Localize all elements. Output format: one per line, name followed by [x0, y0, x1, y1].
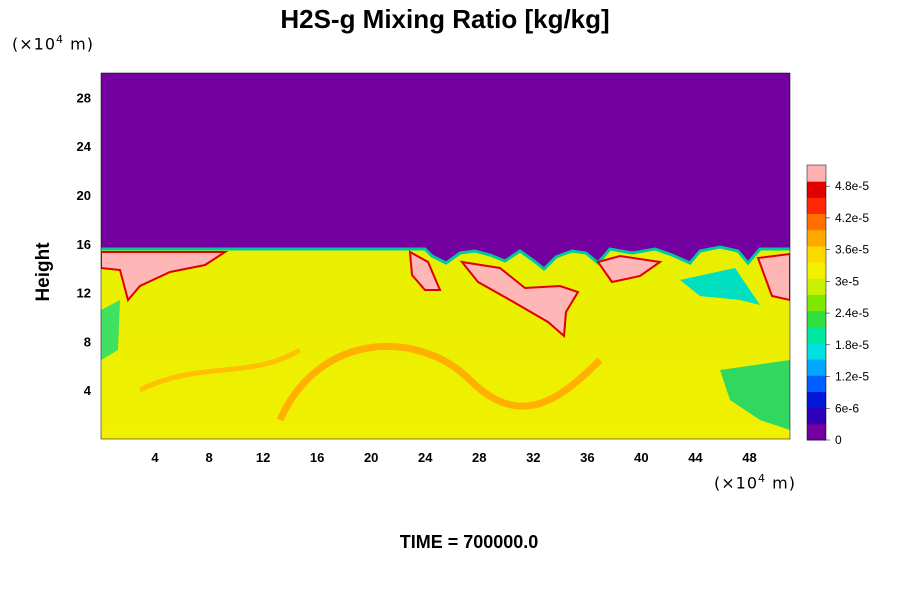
- y-tick-label: 8: [84, 334, 91, 349]
- x-tick-label: 4: [151, 450, 159, 465]
- orange-streak-2: [138, 347, 302, 393]
- saturated-plume-1: [408, 250, 442, 291]
- colorbar-segment: [807, 423, 826, 441]
- colorbar-segment: [807, 359, 826, 376]
- saturated-plume-3: [596, 254, 663, 284]
- colorbar-tick-label: 2.4e-5: [835, 306, 869, 320]
- x-tick-label: 36: [580, 450, 594, 465]
- colorbar-segment: [807, 375, 826, 392]
- x-tick-label: 8: [205, 450, 212, 465]
- colorbar: 0 6e-6 1.2e-5 1.8e-5 2.4e-5 3e-5 3.6e-5 4.2e-5 4…: [806, 164, 869, 447]
- colorbar-segment: [807, 342, 826, 360]
- y-tick-labels: 4 8 12 16 20 24 28: [77, 90, 92, 398]
- y-tick-label: 24: [77, 139, 92, 154]
- colorbar-tick-label: 1.2e-5: [835, 370, 869, 384]
- colorbar-segment: [807, 197, 826, 215]
- x-tick-label: 24: [418, 450, 433, 465]
- colorbar-segment: [807, 213, 826, 231]
- saturated-plume-2: [459, 260, 580, 339]
- x-tick-label: 40: [634, 450, 648, 465]
- colorbar-segment: [807, 181, 826, 198]
- x-axis-unit: (×104 m): [714, 472, 796, 493]
- y-tick-label: 16: [77, 237, 91, 252]
- x-tick-label: 32: [526, 450, 540, 465]
- x-tick-labels: 4 8 12 16 20 24 28 32 36 40 44 48: [151, 450, 756, 465]
- colorbar-segment: [807, 391, 826, 409]
- x-tick-label: 48: [742, 450, 756, 465]
- colorbar-segment: [807, 262, 826, 279]
- y-tick-label: 20: [77, 188, 91, 203]
- colorbar-tick-label: 3e-5: [835, 274, 859, 288]
- upper-region: [101, 73, 790, 268]
- y-tick-label: 12: [77, 286, 91, 301]
- x-tick-label: 44: [688, 450, 703, 465]
- colorbar-frame: [806, 164, 827, 441]
- colorbar-tick-label: 1.8e-5: [835, 338, 869, 352]
- x-tick-label: 16: [310, 450, 324, 465]
- low-value-eddy-3: [101, 300, 120, 360]
- colorbar-segment: [807, 278, 826, 295]
- colorbar-segment: [807, 326, 826, 344]
- low-value-eddy-2: [720, 360, 790, 430]
- x-tick-label: 12: [256, 450, 270, 465]
- y-tick-label: 4: [84, 383, 92, 398]
- chart-title: H2S-g Mixing Ratio [kg/kg]: [280, 4, 610, 34]
- y-tick-label: 28: [77, 90, 91, 105]
- colorbar-segment: [807, 245, 826, 263]
- colorbar-tick-label: 3.6e-5: [835, 243, 869, 257]
- interface-band: [101, 245, 790, 272]
- low-value-eddy: [680, 268, 760, 305]
- colorbar-tick-label: 6e-6: [835, 401, 859, 415]
- time-label: TIME = 700000.0: [399, 532, 539, 552]
- colorbar-tick-label: 4.8e-5: [835, 179, 869, 193]
- plot-area: [101, 73, 790, 439]
- colorbar-tick-label: 4.2e-5: [835, 211, 869, 225]
- y-axis-unit: (×104 m): [12, 33, 94, 54]
- saturated-plume-4: [756, 252, 790, 302]
- colorbar-segment: [807, 407, 826, 425]
- orange-streak: [276, 342, 603, 422]
- plot-frame: [100, 72, 791, 440]
- colorbar-segment: [807, 229, 826, 247]
- x-tick-label: 28: [472, 450, 486, 465]
- colorbar-tick-label: 0: [835, 433, 842, 447]
- colorbar-segment: [807, 310, 826, 328]
- colorbar-segment: [807, 294, 826, 312]
- colorbar-segment: [807, 165, 826, 182]
- x-tick-label: 20: [364, 450, 378, 465]
- saturated-layer: [101, 251, 229, 303]
